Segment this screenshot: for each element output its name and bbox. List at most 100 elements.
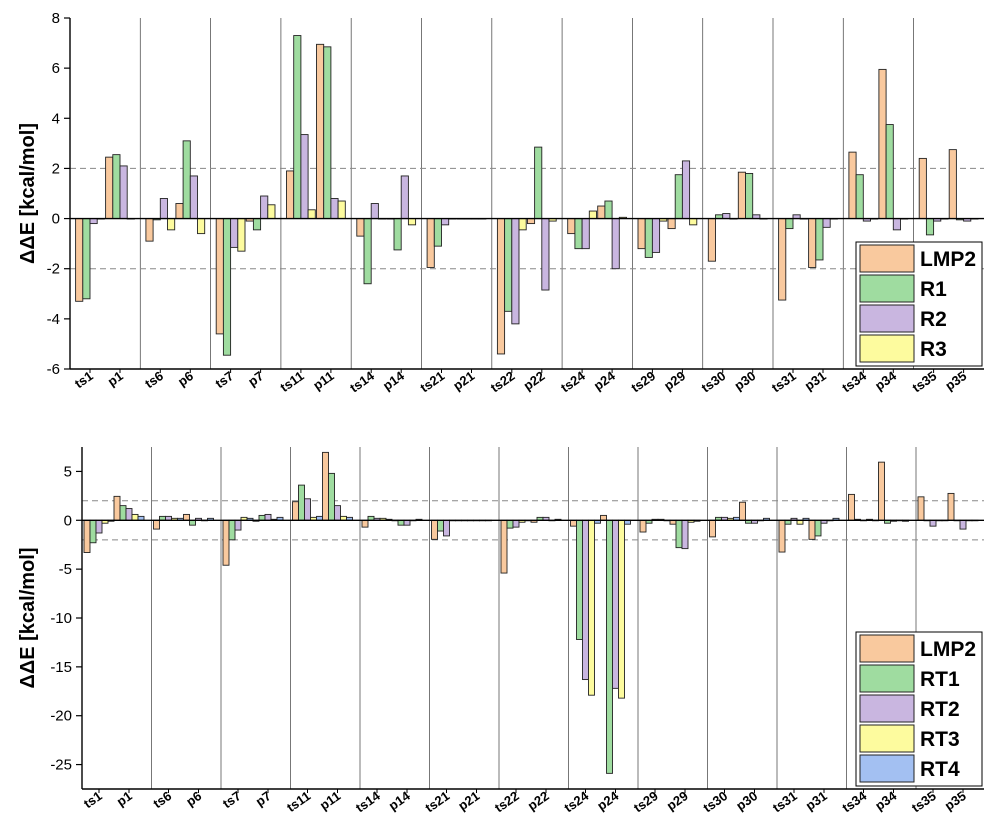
bar-LMP2-p11 — [322, 451, 329, 521]
bar-R1-ts22 — [504, 218, 513, 312]
bar-LMP2-ts34 — [848, 151, 857, 220]
bar-R1-ts1 — [82, 218, 91, 300]
bar-RT2-ts22 — [512, 519, 520, 528]
bar-LMP2-p34 — [878, 461, 885, 521]
bar-RT2-ts24 — [582, 519, 589, 681]
legend-swatch-LMP2 — [859, 244, 915, 273]
bar-R2-p31 — [822, 218, 831, 228]
bar-LMP2-ts24 — [570, 519, 577, 527]
bar-R2-ts24 — [581, 218, 590, 250]
bar-R3-p11 — [337, 200, 346, 220]
bar-R2-ts6 — [159, 198, 168, 220]
bar-R2-p24 — [611, 218, 620, 270]
bar-R1-p24 — [604, 200, 613, 220]
x-tick-label-p35: p35 — [942, 368, 969, 393]
bar-R1-p30 — [745, 172, 754, 220]
bar-R2-ts29 — [651, 218, 661, 253]
bar-R1-ts11 — [293, 35, 302, 220]
bar-R2-ts30 — [722, 213, 731, 220]
bar-LMP2-ts22 — [496, 218, 506, 355]
x-tick-label-p29: p29 — [661, 368, 688, 393]
y-tick-label: -4 — [47, 311, 60, 328]
bar-LMP2-ts7 — [222, 519, 230, 566]
y-tick-label: -6 — [47, 361, 60, 378]
bar-RT1-ts21 — [437, 519, 444, 532]
y-tick-label: 2 — [52, 160, 60, 177]
bar-RT2-ts11 — [304, 498, 311, 521]
x-tick-label-ts35: ts35 — [909, 788, 939, 815]
bar-LMP2-ts31 — [778, 519, 786, 553]
legend-label-RT4: RT4 — [920, 758, 960, 781]
legend-swatch-RT3 — [859, 724, 915, 753]
bar-R1-ts24 — [574, 218, 583, 250]
y-axis-label: ΔΔE [kcal/mol] — [17, 123, 39, 264]
bar-RT1-p29 — [675, 519, 683, 549]
bar-RT1-p1 — [119, 505, 127, 521]
x-tick-label-p14: p14 — [380, 368, 408, 394]
x-tick-label-ts7: ts7 — [220, 788, 244, 811]
y-tick-label: 0 — [64, 512, 72, 529]
x-tick-label-p11: p11 — [317, 788, 343, 813]
bar-R1-p22 — [534, 146, 543, 220]
x-tick-label-ts1: ts1 — [72, 368, 96, 391]
x-tick-label-ts11: ts11 — [277, 368, 306, 395]
bar-LMP2-p31 — [808, 218, 817, 268]
bar-R1-p14 — [393, 218, 402, 251]
y-tick-label: 8 — [52, 10, 60, 27]
y-tick-label: 4 — [52, 110, 60, 127]
x-tick-label-ts29: ts29 — [628, 368, 658, 395]
x-tick-label-ts22: ts22 — [488, 368, 518, 395]
x-tick-label-p35: p35 — [942, 788, 969, 813]
x-tick-label-p1: p1 — [114, 788, 135, 809]
x-tick-label-ts11: ts11 — [284, 788, 313, 815]
bar-RT2-ts35 — [929, 519, 937, 527]
bar-R1-ts31 — [785, 218, 794, 230]
bar-RT3-p24 — [618, 519, 625, 699]
x-tick-label-ts22: ts22 — [492, 788, 522, 815]
bar-LMP2-ts35 — [917, 496, 925, 521]
x-tick-label-p34: p34 — [872, 788, 900, 814]
bar-LMP2-p24 — [597, 205, 606, 220]
x-tick-label-p30: p30 — [733, 788, 760, 813]
bar-R2-ts7 — [230, 218, 239, 248]
bar-R3-ts24 — [588, 210, 597, 220]
x-tick-label-p31: p31 — [802, 368, 829, 393]
bar-RT2-p35 — [959, 519, 967, 530]
x-tick-label-p24: p24 — [594, 788, 622, 814]
bar-LMP2-p31 — [808, 519, 816, 540]
bar-LMP2-p1 — [113, 495, 121, 521]
bar-R3-ts11 — [307, 209, 316, 220]
x-tick-label-p22: p22 — [525, 788, 552, 813]
x-tick-label-p34: p34 — [872, 368, 900, 394]
bar-R2-ts14 — [370, 203, 379, 220]
x-tick-label-ts14: ts14 — [347, 368, 378, 396]
bar-RT1-p6 — [189, 519, 196, 526]
bar-LMP2-ts11 — [286, 170, 295, 220]
bar-R3-p6 — [197, 218, 206, 235]
legend-label-LMP2: LMP2 — [920, 248, 976, 271]
y-tick-label: -25 — [50, 757, 72, 774]
bar-LMP2-ts31 — [778, 218, 787, 301]
chart-panel-2: ΔΔE [kcal/mol] ts1 p1 ts6 p6 ts7 p7 ts11 p11 ts14… — [17, 447, 984, 815]
x-tick-label-ts34: ts34 — [839, 368, 870, 396]
x-tick-label-p29: p29 — [664, 788, 691, 813]
x-tick-label-p7: p7 — [253, 788, 274, 809]
bar-R1-p31 — [815, 218, 824, 261]
legend-label-RT3: RT3 — [920, 728, 960, 751]
bar-R3-p7 — [267, 204, 276, 220]
x-tick-label-ts1: ts1 — [81, 788, 105, 811]
x-tick-label-p1: p1 — [105, 368, 126, 389]
bar-LMP2-p22 — [526, 218, 536, 225]
legend-label-RT2: RT2 — [920, 698, 960, 721]
bar-RT1-ts11 — [298, 484, 305, 521]
x-tick-label-p30: p30 — [731, 368, 758, 393]
legend-label-R3: R3 — [920, 338, 947, 361]
bar-R2-p11 — [330, 198, 339, 220]
bar-R2-p29 — [681, 160, 691, 220]
bar-RT2-ts7 — [234, 519, 242, 531]
bar-RT2-p7 — [264, 513, 272, 521]
y-tick-label: -20 — [50, 708, 72, 725]
x-tick-label-p6: p6 — [175, 368, 196, 389]
bar-LMP2-ts14 — [356, 218, 365, 237]
